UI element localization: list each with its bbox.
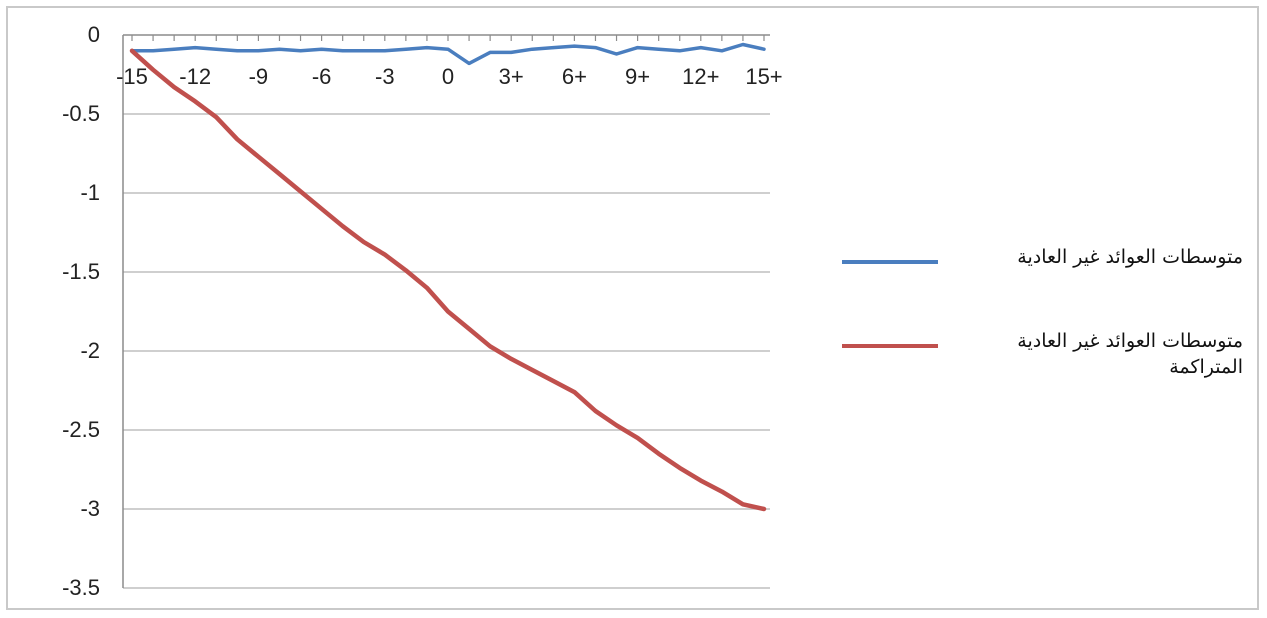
data-point-series-2 (151, 68, 155, 72)
x-tick-label: 15+ (745, 64, 782, 89)
data-point-series-1 (530, 47, 534, 51)
data-point-series-2 (636, 436, 640, 440)
data-point-series-1 (572, 44, 576, 48)
data-point-series-1 (488, 50, 492, 54)
legend-swatch-red (842, 344, 938, 348)
line-chart: 0 -0.5 -1 -1.5 -2 -2.5 -3 -3.5 -15 -12 -9 -6 -3 0 3+ 6… (62, 22, 783, 600)
y-tick-label: 0 (88, 22, 100, 47)
data-point-series-1 (699, 46, 703, 50)
x-tick-label: 3+ (499, 64, 524, 89)
data-point-series-2 (678, 466, 682, 470)
x-tick-label: 0 (442, 64, 454, 89)
data-point-series-1 (256, 49, 260, 53)
y-tick-label: -1 (80, 180, 100, 205)
x-tick-label: -9 (249, 64, 269, 89)
y-tick-label: -1.5 (62, 259, 100, 284)
data-point-series-2 (383, 253, 387, 257)
x-tick-label: 9+ (625, 64, 650, 89)
data-point-series-1 (172, 47, 176, 51)
y-tick-label: -2 (80, 338, 100, 363)
data-point-series-1 (593, 46, 597, 50)
legend: متوسطات العوائد غير العادية متوسطات العو… (838, 244, 1248, 412)
data-point-series-1 (383, 49, 387, 53)
data-point-series-2 (572, 390, 576, 394)
x-tick-label: -12 (179, 64, 211, 89)
data-point-series-2 (277, 172, 281, 176)
x-tick-label: 6+ (562, 64, 587, 89)
data-point-series-1 (615, 52, 619, 56)
y-tick-label: -3.5 (62, 575, 100, 600)
data-point-series-1 (362, 49, 366, 53)
legend-label: متوسطات العوائد غير العادية المتراكمة (1017, 330, 1243, 378)
data-point-series-2 (214, 115, 218, 119)
data-point-series-2 (593, 409, 597, 413)
data-point-series-2 (530, 368, 534, 372)
axes (122, 34, 770, 588)
data-point-series-2 (341, 224, 345, 228)
series-line-2 (129, 48, 767, 512)
data-point-series-2 (720, 490, 724, 494)
series-lines (129, 42, 767, 512)
data-point-series-1 (277, 47, 281, 51)
series-line-1 (130, 42, 766, 66)
data-point-series-1 (425, 46, 429, 50)
data-point-series-1 (551, 46, 555, 50)
data-point-series-2 (509, 357, 513, 361)
x-tick-label: -6 (312, 64, 332, 89)
y-tick-label: -0.5 (62, 101, 100, 126)
legend-item-cumulative-abnormal-returns: متوسطات العوائد غير العادية المتراكمة (838, 328, 1248, 388)
data-point-series-2 (256, 155, 260, 159)
data-point-series-2 (425, 286, 429, 290)
gridlines (123, 113, 770, 589)
data-point-series-2 (467, 327, 471, 331)
data-point-series-2 (320, 207, 324, 211)
data-point-series-2 (699, 479, 703, 483)
data-point-series-1 (341, 49, 345, 53)
data-point-series-2 (362, 240, 366, 244)
y-tick-label: -2.5 (62, 417, 100, 442)
data-point-series-2 (657, 452, 661, 456)
data-point-series-1 (404, 47, 408, 51)
data-point-series-1 (657, 47, 661, 51)
data-point-series-2 (615, 423, 619, 427)
data-point-series-2 (551, 379, 555, 383)
x-tick-label: -3 (375, 64, 395, 89)
data-point-series-1 (678, 49, 682, 53)
legend-item-abnormal-returns: متوسطات العوائد غير العادية (838, 244, 1248, 304)
legend-swatch-blue (842, 260, 938, 264)
x-tick-label: -15 (116, 64, 148, 89)
data-point-series-1 (235, 49, 239, 53)
data-point-series-2 (741, 502, 745, 506)
data-point-series-1 (193, 46, 197, 50)
data-point-series-1 (320, 47, 324, 51)
legend-label: متوسطات العوائد غير العادية (1017, 246, 1243, 268)
y-tick-label: -3 (80, 496, 100, 521)
data-point-series-1 (299, 49, 303, 53)
data-point-series-1 (720, 49, 724, 53)
data-point-series-2 (299, 189, 303, 193)
data-point-series-2 (235, 137, 239, 141)
data-point-series-2 (762, 507, 766, 511)
data-point-series-1 (467, 61, 471, 65)
data-point-series-1 (509, 50, 513, 54)
data-point-series-1 (762, 47, 766, 51)
data-point-series-2 (404, 268, 408, 272)
chart-frame: 0 -0.5 -1 -1.5 -2 -2.5 -3 -3.5 -15 -12 -9 -6 -3 0 3+ 6… (6, 6, 1259, 610)
data-point-series-1 (741, 42, 745, 46)
data-point-series-1 (214, 47, 218, 51)
data-point-series-2 (446, 310, 450, 313)
data-point-series-2 (172, 85, 176, 89)
y-tick-labels: 0 -0.5 -1 -1.5 -2 -2.5 -3 -3.5 (62, 22, 100, 600)
x-tick-label: 12+ (682, 64, 719, 89)
data-point-series-1 (636, 46, 640, 50)
data-point-series-1 (151, 49, 155, 53)
data-point-series-2 (193, 99, 197, 103)
x-tick-labels: -15 -12 -9 -6 -3 0 3+ 6+ 9+ 12+ 15+ (116, 64, 783, 89)
data-point-series-1 (446, 47, 450, 51)
data-point-series-2 (130, 49, 134, 53)
data-point-series-2 (488, 344, 492, 348)
